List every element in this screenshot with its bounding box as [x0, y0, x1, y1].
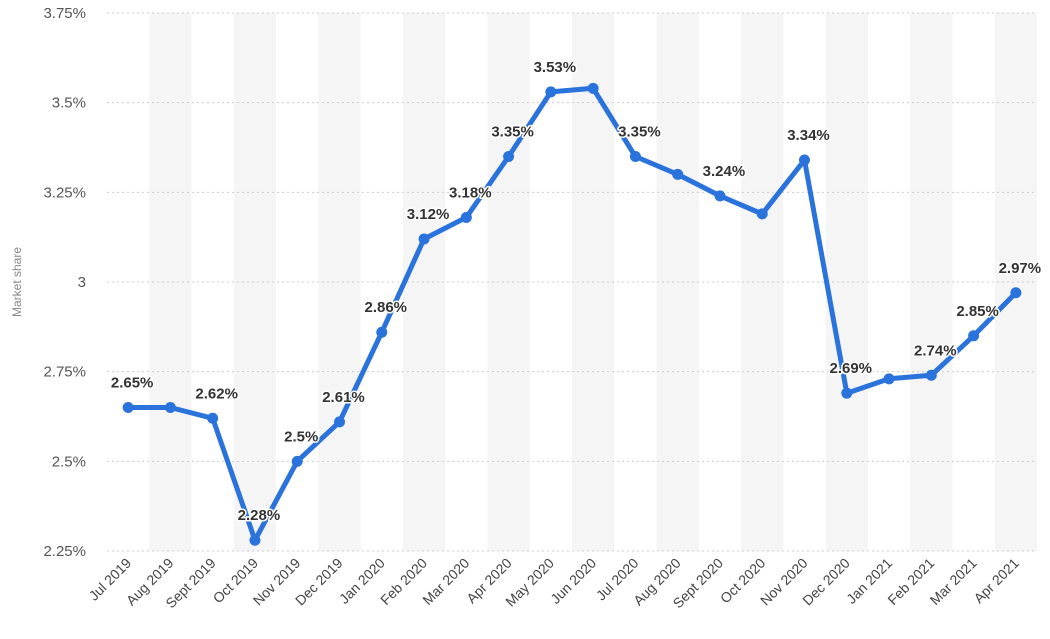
x-tick-label: Dec 2019 — [292, 555, 346, 609]
data-label: 3.24% — [703, 163, 746, 180]
data-point[interactable] — [503, 150, 515, 162]
y-tick-label: 3.75% — [43, 5, 86, 22]
x-tick-label: Mar 2020 — [419, 555, 472, 608]
x-tick-label: Mar 2021 — [927, 555, 980, 608]
data-point[interactable] — [799, 154, 810, 166]
column-band — [825, 13, 868, 551]
data-label: 3.18% — [449, 184, 492, 201]
gridlines — [107, 12, 1037, 552]
data-label: 3.12% — [407, 206, 450, 223]
data-label: 2.62% — [195, 385, 238, 402]
data-label: 3.53% — [534, 59, 577, 76]
data-point[interactable] — [841, 387, 853, 399]
column-band — [910, 13, 953, 551]
y-axis-label: Market share — [10, 247, 24, 317]
data-point[interactable] — [460, 211, 472, 223]
y-tick-label: 3 — [78, 274, 86, 291]
data-label: 3.35% — [491, 123, 534, 140]
data-point[interactable] — [418, 233, 430, 245]
y-tick-label: 2.75% — [43, 364, 86, 381]
data-point[interactable] — [164, 402, 176, 414]
data-point[interactable] — [883, 373, 895, 385]
x-tick-label: Apr 2021 — [970, 555, 1022, 607]
data-label: 3.34% — [787, 127, 830, 144]
y-tick-label: 2.5% — [52, 453, 86, 470]
data-point[interactable] — [629, 150, 641, 162]
data-labels: 2.65% 2.62% 2.28% 2.5% 2.61% 2.86% 3.12% 3.18% 3… — [109, 57, 1042, 525]
data-point[interactable] — [545, 86, 557, 98]
series-market-share — [122, 82, 1022, 546]
series-line — [125, 85, 1019, 543]
data-label: 2.97% — [999, 260, 1042, 277]
column-band — [233, 13, 277, 551]
data-label: 3.35% — [618, 123, 661, 140]
data-label: 2.65% — [111, 375, 154, 392]
data-point[interactable] — [376, 326, 388, 338]
y-axis-ticks: 2.25% 2.5% 2.75% 3 3.25% 3.5% 3.75% — [43, 5, 86, 560]
y-tick-label: 2.25% — [43, 543, 86, 560]
data-point[interactable] — [925, 369, 937, 381]
y-tick-label: 3.25% — [43, 184, 86, 201]
column-band — [149, 13, 192, 551]
column-band — [318, 13, 361, 551]
data-point[interactable] — [714, 190, 726, 202]
data-point[interactable] — [672, 168, 684, 180]
data-point[interactable] — [207, 412, 219, 424]
data-point[interactable] — [587, 82, 599, 94]
data-point[interactable] — [249, 534, 261, 546]
data-label: 2.69% — [829, 360, 872, 377]
data-label: 2.61% — [322, 389, 365, 406]
x-tick-label: Jun 2020 — [547, 555, 599, 607]
data-label: 2.85% — [956, 303, 999, 320]
data-point[interactable] — [122, 402, 134, 414]
data-point[interactable] — [334, 416, 345, 428]
data-label: 2.74% — [914, 342, 957, 359]
data-point[interactable] — [968, 330, 980, 342]
data-point[interactable] — [1010, 287, 1022, 299]
y-tick-label: 3.5% — [52, 95, 86, 112]
data-point[interactable] — [756, 208, 768, 220]
data-point[interactable] — [291, 455, 303, 467]
x-tick-label: Dec 2020 — [799, 555, 853, 609]
data-label: 2.5% — [284, 428, 318, 445]
column-band — [994, 13, 1037, 551]
data-label: 2.28% — [238, 507, 281, 524]
data-label: 2.86% — [364, 299, 407, 316]
